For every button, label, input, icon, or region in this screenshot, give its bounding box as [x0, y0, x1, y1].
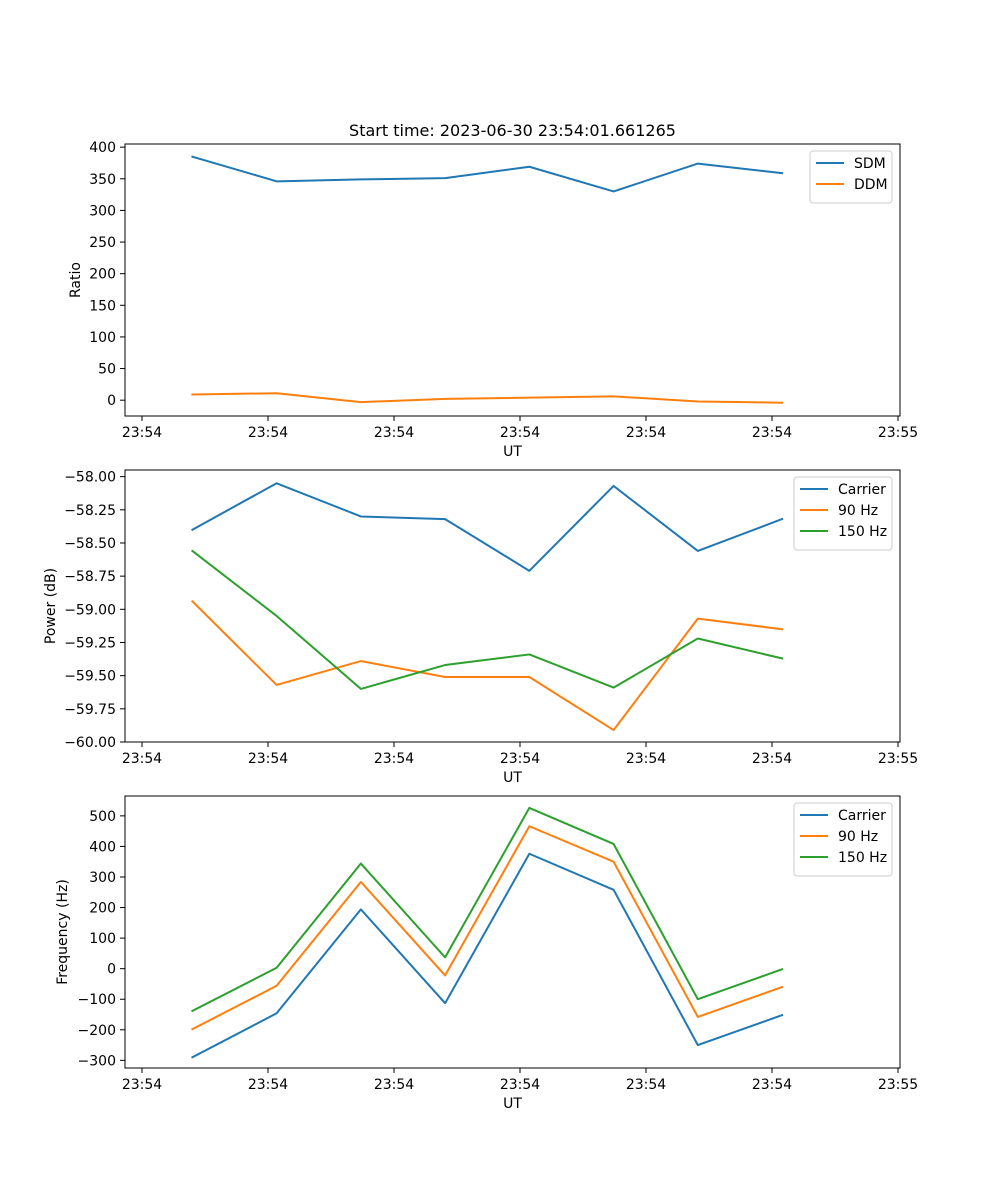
axes-frame	[124, 795, 901, 1069]
y-tick-label: −58.25	[64, 503, 116, 519]
y-tick-label: 200	[89, 901, 116, 917]
y-tick-label: −100	[78, 992, 116, 1008]
y-tick-label: −59.75	[64, 702, 116, 718]
panel-2: 23:54 23:54 23:54 23:54 23:54 23:54 23:55 −60.0…	[43, 469, 918, 786]
y-tick-label: 400	[89, 140, 116, 156]
y-tick-label: −60.00	[64, 735, 116, 751]
panel-1: Start time: 2023-06-30 23:54:01.661265 23…	[68, 121, 918, 460]
x-tick-label: 23:54	[500, 1077, 540, 1093]
legend-label: Carrier	[838, 808, 886, 824]
series-line-150-hz	[191, 806, 784, 1013]
x-tick-label: 23:55	[878, 1077, 918, 1093]
legend-label: 90 Hz	[838, 829, 878, 845]
legend-label: SDM	[854, 156, 886, 172]
y-tick-label: 350	[89, 172, 116, 188]
series-line-150-hz	[190, 549, 784, 690]
legend: Carrier 90 Hz 150 Hz	[793, 476, 893, 551]
y-tick-label: 100	[89, 931, 116, 947]
y-tick-label: −200	[78, 1023, 116, 1039]
y-tick-label: 250	[89, 235, 116, 251]
x-axis-label: UT	[503, 444, 522, 460]
y-tick-label: 0	[107, 962, 116, 978]
legend-label: Carrier	[838, 482, 886, 498]
series-line-sdm	[191, 155, 784, 193]
y-tick-label: 400	[89, 839, 116, 855]
y-tick-label: 500	[89, 809, 116, 825]
x-tick-label: 23:54	[374, 1077, 414, 1093]
x-tick-label: 23:54	[752, 1077, 792, 1093]
legend-label: 90 Hz	[838, 503, 878, 519]
x-tick-label: 23:54	[374, 425, 414, 441]
y-tick-label: 100	[89, 330, 116, 346]
y-tick-label: −59.00	[64, 602, 116, 618]
x-tick-label: 23:54	[752, 425, 792, 441]
y-tick-label: 300	[89, 870, 116, 886]
y-axis-label: Frequency (Hz)	[55, 879, 71, 985]
x-tick-label: 23:55	[878, 751, 918, 767]
x-tick-label: 23:54	[122, 1077, 162, 1093]
series-line-90-hz	[191, 825, 784, 1031]
y-tick-label: −59.25	[64, 635, 116, 651]
y-tick-label: −58.50	[64, 536, 116, 552]
legend: SDM DDM	[809, 150, 893, 204]
x-tick-label: 23:54	[500, 751, 540, 767]
y-tick-label: 50	[98, 362, 116, 378]
series-line-90-hz	[190, 599, 784, 732]
y-tick-label: −58.75	[64, 569, 116, 585]
chart-title: Start time: 2023-06-30 23:54:01.661265	[349, 121, 676, 140]
y-tick-label: −59.50	[64, 669, 116, 685]
axes-frame	[124, 143, 901, 417]
legend-label: 150 Hz	[838, 524, 887, 540]
panel-3: 23:54 23:54 23:54 23:54 23:54 23:54 23:55 −300 −…	[55, 795, 918, 1112]
x-tick-label: 23:54	[374, 751, 414, 767]
x-axis-label: UT	[503, 770, 522, 786]
y-axis-label: Ratio	[68, 262, 84, 298]
x-tick-label: 23:54	[752, 751, 792, 767]
x-tick-label: 23:55	[878, 425, 918, 441]
x-axis-label: UT	[503, 1096, 522, 1112]
x-tick-label: 23:54	[626, 425, 666, 441]
x-tick-label: 23:54	[626, 1077, 666, 1093]
axes-frame	[124, 469, 901, 743]
legend-label: 150 Hz	[838, 850, 887, 866]
y-tick-label: −58.00	[64, 470, 116, 486]
x-tick-label: 23:54	[626, 751, 666, 767]
legend-label: DDM	[854, 177, 888, 193]
y-tick-label: 0	[107, 393, 116, 409]
series-line-carrier	[191, 852, 784, 1059]
x-tick-label: 23:54	[122, 425, 162, 441]
legend: Carrier 90 Hz 150 Hz	[793, 802, 893, 877]
x-tick-label: 23:54	[248, 1077, 288, 1093]
y-tick-label: 200	[89, 267, 116, 283]
series-line-carrier	[191, 482, 784, 572]
y-tick-label: −300	[78, 1053, 116, 1069]
x-tick-label: 23:54	[500, 425, 540, 441]
x-tick-label: 23:54	[248, 425, 288, 441]
y-tick-label: 150	[89, 298, 116, 314]
y-tick-label: 300	[89, 203, 116, 219]
y-axis-label: Power (dB)	[43, 568, 59, 644]
x-tick-label: 23:54	[122, 751, 162, 767]
x-tick-label: 23:54	[248, 751, 288, 767]
series-line-ddm	[191, 392, 784, 404]
